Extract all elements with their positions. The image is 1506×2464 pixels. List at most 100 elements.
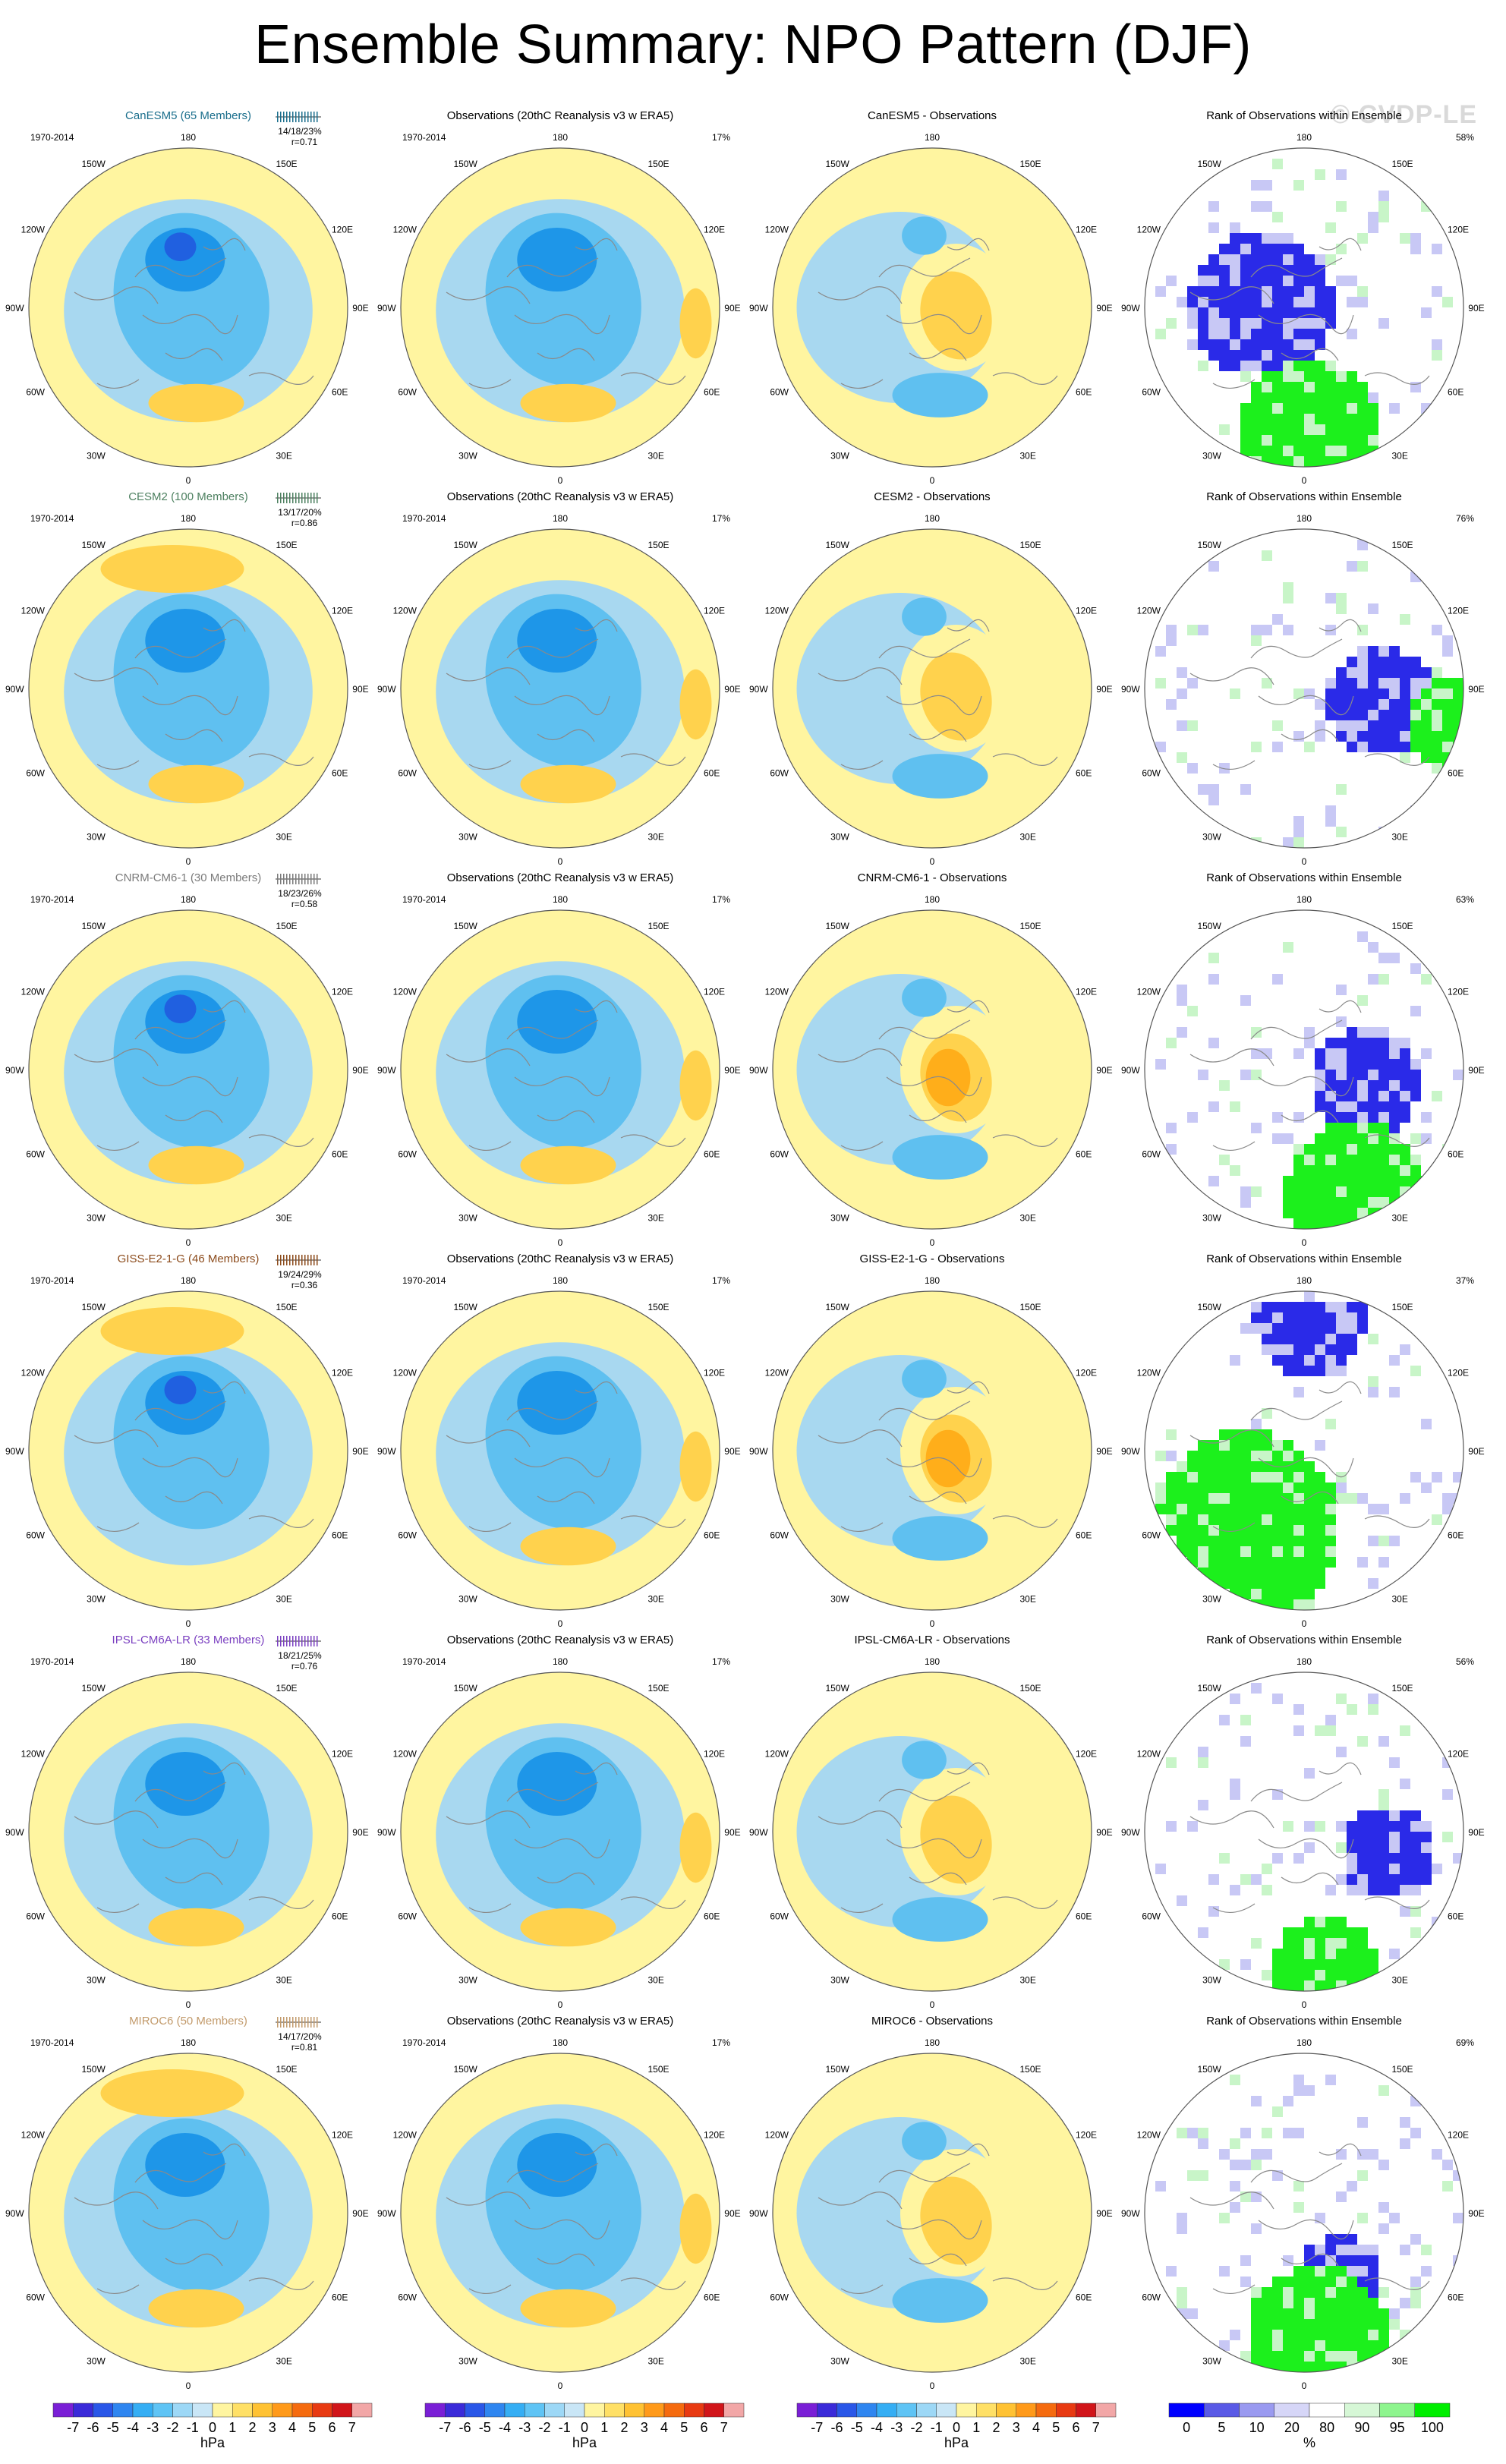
coastline	[947, 2143, 990, 2157]
longitude-label: 60W	[398, 1530, 417, 1541]
longitude-label: 180	[181, 513, 196, 524]
rank-cell	[1357, 1112, 1368, 1123]
ensemble-tick	[286, 1636, 288, 1646]
rank-cell	[1336, 382, 1347, 392]
rank-cell	[1272, 1789, 1283, 1800]
longitude-label: 150E	[1020, 540, 1041, 550]
rank-cell	[1208, 784, 1219, 795]
map-border	[28, 2053, 348, 2373]
rank-cell	[1230, 1578, 1240, 1589]
colorbar-unit: hPa	[200, 2435, 225, 2450]
positive-anomaly-region	[100, 1307, 244, 1355]
rank-cell	[1272, 350, 1283, 361]
rank-cell	[1198, 1747, 1208, 1757]
rank-cell	[1357, 1133, 1368, 1144]
longitude-label: 60E	[704, 1530, 720, 1541]
rank-cell	[1187, 625, 1198, 635]
longitude-label: 0	[558, 1999, 563, 2010]
rank-percent: 69%	[1456, 2037, 1474, 2048]
rank-cell	[1315, 1938, 1325, 1949]
rank-cell	[1357, 1323, 1368, 1334]
rank-cell	[1251, 350, 1262, 361]
rank-cell	[1357, 2255, 1368, 2266]
rank-cell	[1347, 1059, 1357, 1070]
rank-cell	[1325, 2287, 1336, 2298]
coastline	[947, 1762, 990, 1776]
rank-cell	[1219, 254, 1230, 265]
rank-cell	[1293, 456, 1304, 467]
rank-cell	[1240, 1451, 1251, 1461]
rank-cell	[1378, 1101, 1389, 1112]
rank-cell	[1389, 1885, 1400, 1895]
ensemble-tick	[277, 112, 279, 122]
colorbar-swatch	[1056, 2403, 1076, 2418]
longitude-label: 180	[925, 1656, 940, 1667]
rank-cell	[1389, 1144, 1400, 1155]
rank-cell	[1378, 678, 1389, 688]
rank-cell	[1251, 1186, 1262, 1197]
rank-cell	[1198, 1482, 1208, 1493]
rank-cell	[1315, 1970, 1325, 1980]
rank-cell	[1347, 1938, 1357, 1949]
rank-cell	[1378, 1176, 1389, 1186]
rank-cell	[1272, 614, 1283, 625]
coastline	[1212, 2284, 1256, 2294]
rank-cell	[1336, 1155, 1347, 1165]
rank-cell	[1336, 593, 1347, 603]
ensemble-tick	[304, 1255, 306, 1265]
ensemble-tick	[283, 2017, 285, 2028]
ensemble-tick	[289, 874, 291, 884]
rank-cell	[1230, 1101, 1240, 1112]
rank-cell	[1389, 678, 1400, 688]
longitude-label: 60E	[332, 1911, 348, 1922]
rank-cell	[1421, 1133, 1432, 1144]
rank-panel: Rank of Observations within Ensemble58%1…	[1121, 109, 1485, 486]
longitude-label: 0	[930, 856, 935, 867]
rank-cell	[1368, 1186, 1378, 1197]
positive-anomaly-region	[520, 2289, 616, 2328]
longitude-label: 180	[925, 132, 940, 143]
rank-cell	[1336, 1366, 1347, 1376]
rank-cell	[1251, 2298, 1262, 2308]
colorbar-swatch	[312, 2403, 332, 2418]
positive-anomaly-region	[520, 1908, 616, 1947]
longitude-label: 180	[1296, 1656, 1312, 1667]
rank-cell	[1315, 2266, 1325, 2277]
rank-cell	[1357, 688, 1368, 699]
rank-cell	[1262, 1525, 1272, 1536]
rank-cell	[1272, 742, 1283, 752]
rank-cell	[1208, 1504, 1219, 1514]
longitude-label: 60W	[26, 768, 45, 779]
rank-cell	[1272, 1112, 1283, 1123]
rank-cell	[1357, 720, 1368, 731]
rank-cell	[1230, 2202, 1240, 2213]
rank-cell	[1325, 699, 1336, 710]
longitude-label: 150E	[276, 2064, 298, 2075]
rank-cell	[1293, 318, 1304, 329]
rank-cell	[1325, 1504, 1336, 1514]
positive-anomaly-region	[148, 1908, 244, 1947]
rank-cell	[1166, 1482, 1177, 1493]
coastline	[886, 314, 982, 335]
rank-cell	[1293, 2128, 1304, 2138]
positive-anomaly-region	[679, 669, 712, 740]
rank-cell	[1432, 350, 1442, 361]
difference-panel-title: GISS-E2-1-G - Observations	[860, 1252, 1005, 1265]
rank-cell	[1293, 2340, 1304, 2351]
longitude-label: 90E	[1096, 1065, 1112, 1076]
rank-cell	[1283, 403, 1293, 414]
rank-cell	[1283, 1302, 1293, 1312]
rank-cell	[1219, 1578, 1230, 1589]
rank-cell	[1325, 424, 1336, 435]
rank-cell	[1357, 1197, 1368, 1208]
longitude-label: 150W	[825, 921, 849, 931]
longitude-label: 150W	[81, 540, 106, 550]
colorbar-swatch	[1168, 2403, 1205, 2418]
pattern-correlation: r=0.36	[291, 1280, 318, 1290]
rank-cell	[1315, 2330, 1325, 2340]
longitude-label: 90W	[1121, 684, 1140, 695]
rank-cell	[1262, 1970, 1272, 1980]
rank-cell	[1304, 2245, 1315, 2255]
longitude-label: 30W	[830, 451, 849, 462]
rank-cell	[1187, 1504, 1198, 1514]
